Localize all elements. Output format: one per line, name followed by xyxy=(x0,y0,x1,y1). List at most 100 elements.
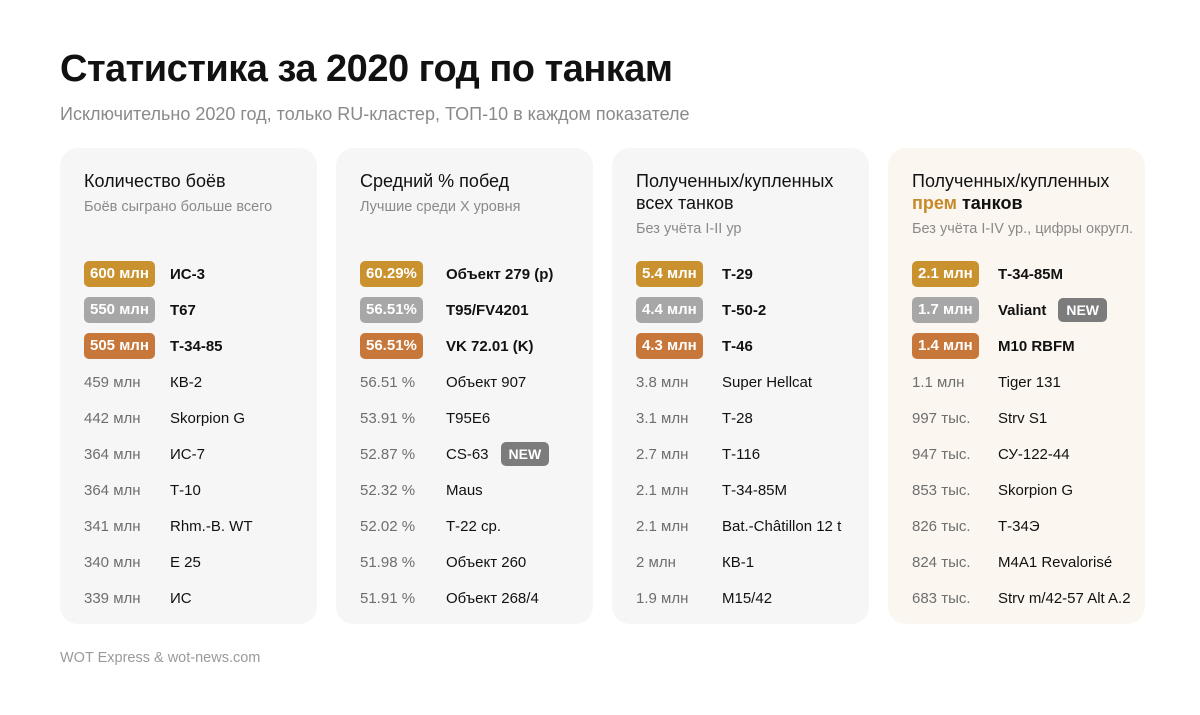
tank-name: Объект 268/4 xyxy=(446,589,539,607)
row-value-cell: 1.9 млн xyxy=(636,590,722,607)
ranking-row: 505 млн Т-34-85 xyxy=(84,328,307,364)
rank-value-pill: 600 млн xyxy=(84,261,155,287)
card-battles: Количество боёв Боёв сыграно больше всего… xyxy=(60,148,317,624)
ranking-row: 4.4 млн Т-50-2 xyxy=(636,292,859,328)
tank-name: CS-63 xyxy=(446,445,489,463)
tank-name: КВ-1 xyxy=(722,553,755,571)
tank-name: СУ-122-44 xyxy=(998,445,1070,463)
card-title-bold: танков xyxy=(961,193,1023,213)
row-value-cell: 550 млн xyxy=(84,297,170,323)
ranking-row: 947 тыс. СУ-122-44 xyxy=(912,436,1135,472)
tank-name: ИС xyxy=(170,589,192,607)
card-title-line: Полученных/купленных xyxy=(636,171,834,191)
tank-name: VK 72.01 (K) xyxy=(446,337,534,355)
card-title-line: Полученных/купленных xyxy=(912,171,1110,191)
ranking-row: 51.98 % Объект 260 xyxy=(360,544,583,580)
tank-name: Super Hellcat xyxy=(722,373,813,391)
ranking-row: 824 тыс. M4A1 Revalorisé xyxy=(912,544,1135,580)
page-title: Статистика за 2020 год по танкам xyxy=(60,48,673,90)
tank-name: Maus xyxy=(446,481,483,499)
row-value-cell: 3.8 млн xyxy=(636,374,722,391)
tank-name: Т-34-85 xyxy=(170,337,223,355)
row-value: 339 млн xyxy=(84,589,141,607)
tank-name: Объект 260 xyxy=(446,553,527,571)
row-value: 51.98 % xyxy=(360,553,416,571)
ranking-list: 60.29% Объект 279 (р) 56.51% T95/FV4201 56.5… xyxy=(360,256,583,616)
row-value-cell: 442 млн xyxy=(84,410,170,427)
tank-name: M10 RBFM xyxy=(998,337,1075,355)
ranking-row: 339 млн ИС xyxy=(84,580,307,616)
ranking-row: 4.3 млн Т-46 xyxy=(636,328,859,364)
ranking-row: 52.02 % Т-22 ср. xyxy=(360,508,583,544)
row-value: 3.8 млн xyxy=(636,373,689,391)
rank-value-pill: 505 млн xyxy=(84,333,155,359)
row-value: 51.91 % xyxy=(360,589,416,607)
tank-name: ИС-3 xyxy=(170,265,205,283)
row-value-cell: 1.7 млн xyxy=(912,297,998,323)
card-subtitle: Лучшие среди X уровня xyxy=(360,199,521,215)
tank-name: ИС-7 xyxy=(170,445,205,463)
ranking-row: 60.29% Объект 279 (р) xyxy=(360,256,583,292)
card-prem-tanks: Полученных/купленных прем танков Без учёта… xyxy=(888,148,1145,624)
ranking-row: 853 тыс. Skorpion G xyxy=(912,472,1135,508)
rank-value-pill: 2.1 млн xyxy=(912,261,979,287)
row-value-cell: 947 тыс. xyxy=(912,446,998,463)
tank-name: Т-116 xyxy=(722,445,761,463)
ranking-row: 550 млн T67 xyxy=(84,292,307,328)
ranking-row: 683 тыс. Strv m/42-57 Alt A.2 xyxy=(912,580,1135,616)
card-subtitle: Без учёта I-IV ур., цифры округл. xyxy=(912,221,1134,237)
row-value: 824 тыс. xyxy=(912,553,971,571)
row-value-cell: 2.1 млн xyxy=(912,261,998,287)
row-value-cell: 459 млн xyxy=(84,374,170,391)
rank-value-pill: 1.7 млн xyxy=(912,297,979,323)
rank-value-pill: 4.3 млн xyxy=(636,333,703,359)
ranking-row: 2.1 млн Bat.-Châtillon 12 t xyxy=(636,508,859,544)
card-subtitle: Без учёта I-II ур xyxy=(636,221,742,237)
tank-name: T95E6 xyxy=(446,409,491,427)
new-badge: NEW xyxy=(500,442,550,466)
row-value: 56.51 % xyxy=(360,373,416,391)
row-value: 459 млн xyxy=(84,373,141,391)
tank-name: Т-46 xyxy=(722,337,753,355)
tank-name: Т-50-2 xyxy=(722,301,767,319)
tank-name: Т-34-85М xyxy=(722,481,788,499)
rank-value-pill: 550 млн xyxy=(84,297,155,323)
tank-name: Объект 279 (р) xyxy=(446,265,554,283)
tank-name: Valiant xyxy=(998,301,1047,319)
tank-name: M4A1 Revalorisé xyxy=(998,553,1113,571)
row-value-cell: 341 млн xyxy=(84,518,170,535)
row-value: 3.1 млн xyxy=(636,409,689,427)
row-value-cell: 52.32 % xyxy=(360,482,446,499)
card-title-line: Количество боёв xyxy=(84,171,226,191)
ranking-row: 56.51% VK 72.01 (K) xyxy=(360,328,583,364)
row-value: 52.32 % xyxy=(360,481,416,499)
tank-name: Т-22 ср. xyxy=(446,517,502,535)
row-value-cell: 53.91 % xyxy=(360,410,446,427)
ranking-row: 56.51 % Объект 907 xyxy=(360,364,583,400)
card-title-line: прем танков xyxy=(912,192,1135,214)
row-value-cell: 51.98 % xyxy=(360,554,446,571)
rank-value-pill: 56.51% xyxy=(360,297,423,323)
row-value: 997 тыс. xyxy=(912,409,971,427)
row-value: 341 млн xyxy=(84,517,141,535)
source-credit: WOT Express & wot-news.com xyxy=(60,650,261,666)
row-value-cell: 56.51% xyxy=(360,333,446,359)
row-value-cell: 60.29% xyxy=(360,261,446,287)
tank-name: Rhm.-B. WT xyxy=(170,517,253,535)
tank-name: M15/42 xyxy=(722,589,773,607)
tank-name: T95/FV4201 xyxy=(446,301,529,319)
ranking-row: 341 млн Rhm.-B. WT xyxy=(84,508,307,544)
card-title-line: всех танков xyxy=(636,193,734,213)
tank-name: Т-34-85М xyxy=(998,265,1064,283)
row-value: 2.1 млн xyxy=(636,517,689,535)
tank-name: Bat.-Châtillon 12 t xyxy=(722,517,842,535)
row-value-cell: 339 млн xyxy=(84,590,170,607)
page-subtitle: Исключительно 2020 год, только RU-класте… xyxy=(60,104,690,124)
tank-name: Т-28 xyxy=(722,409,753,427)
tank-name: Т-10 xyxy=(170,481,201,499)
rank-value-pill: 4.4 млн xyxy=(636,297,703,323)
ranking-row: 2.1 млн Т-34-85М xyxy=(912,256,1135,292)
ranking-row: 600 млн ИС-3 xyxy=(84,256,307,292)
card-header: Количество боёв Боёв сыграно больше всего xyxy=(84,170,307,216)
tank-name: T67 xyxy=(170,301,196,319)
